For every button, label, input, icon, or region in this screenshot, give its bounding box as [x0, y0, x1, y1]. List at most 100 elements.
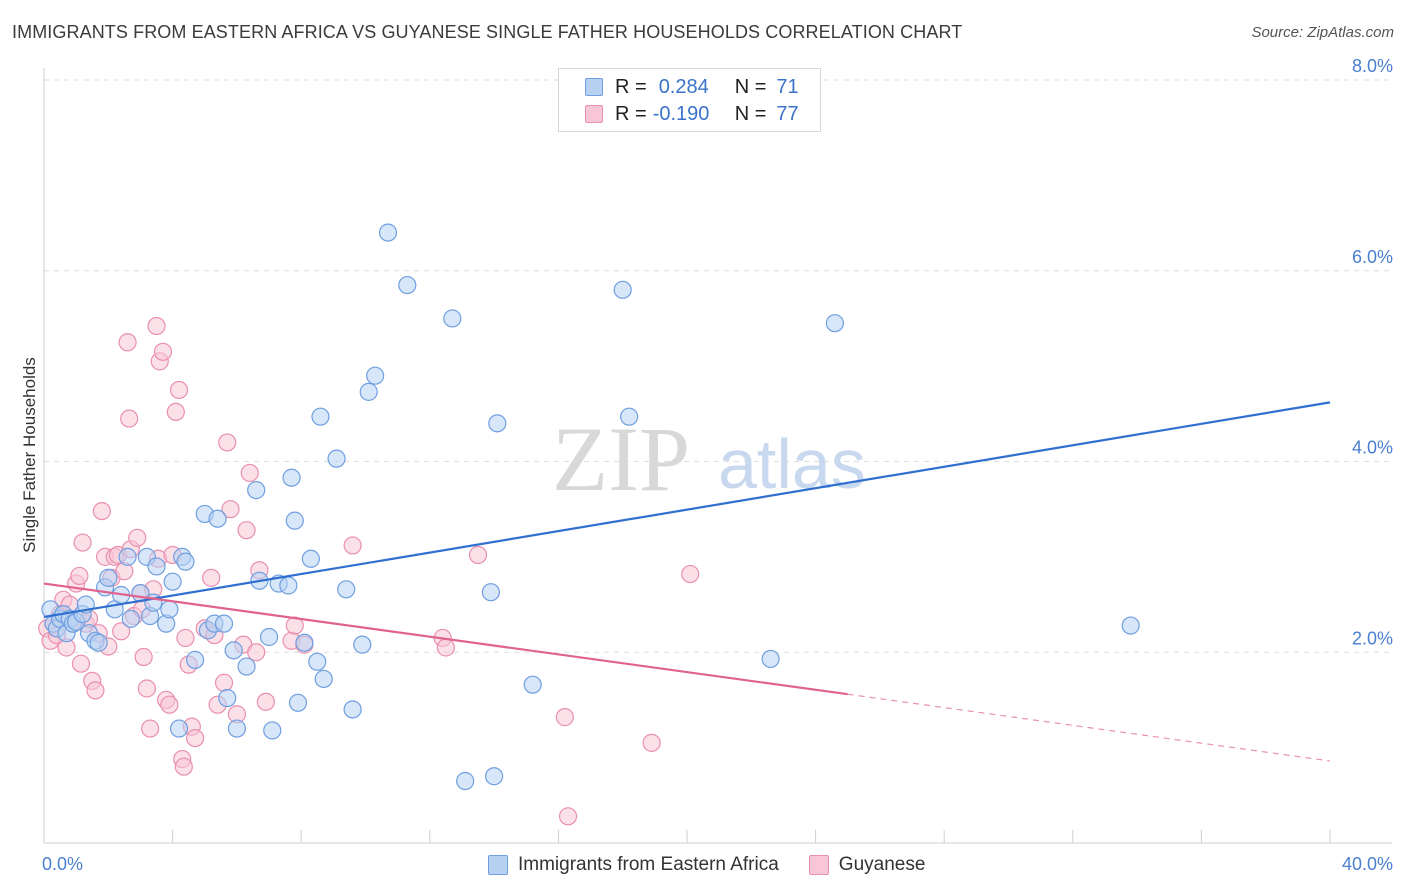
- eastern-africa-point: [169, 719, 189, 738]
- guyanese-point: [343, 536, 362, 555]
- eastern-africa-point: [456, 771, 475, 791]
- guyanese-point: [555, 708, 574, 727]
- pink-swatch: [808, 855, 829, 875]
- guyanese-point: [174, 757, 193, 776]
- eastern-africa-point: [227, 719, 246, 738]
- watermark: ZIP atlas: [552, 408, 866, 510]
- eastern-africa-point: [613, 280, 632, 299]
- guyanese-point: [73, 533, 92, 552]
- chart-title: IMMIGRANTS FROM EASTERN AFRICA VS GUYANE…: [12, 22, 963, 42]
- eastern-africa-point: [353, 635, 372, 654]
- x-tick-label: 0.0%: [42, 854, 83, 874]
- guyanese-point: [214, 673, 234, 692]
- series-legend: Immigrants from Eastern Africa Guyanese: [488, 852, 955, 878]
- guyanese-point: [247, 643, 266, 662]
- guyanese-point: [160, 695, 179, 714]
- eastern-africa-point: [488, 414, 507, 433]
- guyanese-point: [221, 500, 240, 519]
- eastern-africa-point: [359, 382, 378, 401]
- eastern-africa-point: [398, 275, 417, 295]
- eastern-africa-point: [761, 649, 780, 669]
- guyanese-point: [218, 433, 237, 452]
- eastern-africa-point: [163, 572, 182, 591]
- guyanese-point: [169, 380, 189, 400]
- eastern-africa-point: [295, 633, 314, 652]
- guyanese-trend-line: [43, 582, 848, 696]
- eastern-africa-point: [263, 721, 282, 740]
- legend-label: Immigrants from Eastern Africa: [518, 854, 779, 875]
- legend-label: Guyanese: [838, 854, 926, 875]
- eastern-africa-point: [285, 511, 304, 530]
- guyanese-point: [240, 463, 259, 483]
- y-axis-label: Single Father Households: [20, 357, 39, 553]
- eastern-africa-points: [41, 223, 1140, 791]
- eastern-africa-point: [825, 314, 844, 333]
- guyanese-point: [92, 501, 111, 521]
- guyanese-point: [120, 409, 139, 428]
- gridlines: [44, 79, 1392, 653]
- eastern-africa-point: [160, 600, 179, 619]
- watermark-atlas: atlas: [718, 425, 866, 503]
- guyanese-point: [140, 719, 160, 738]
- guyanese-point: [86, 681, 105, 700]
- eastern-africa-point: [237, 657, 256, 676]
- legend-n-label: N =: [734, 75, 767, 98]
- pink-swatch: [585, 105, 603, 123]
- guyanese-point: [436, 638, 455, 657]
- legend-n-value: 71: [776, 75, 799, 98]
- guyanese-point: [186, 728, 205, 748]
- eastern-africa-point: [481, 583, 500, 602]
- eastern-africa-point: [224, 641, 243, 660]
- eastern-africa-point: [208, 509, 227, 528]
- eastern-africa-point: [620, 407, 639, 426]
- guyanese-point: [176, 628, 195, 648]
- correlation-legend: R = 0.284 N = 71 R = -0.190 N = 77: [558, 68, 821, 132]
- guyanese-point: [681, 564, 700, 584]
- y-tick-label: 2.0%: [1352, 628, 1393, 648]
- eastern-africa-point: [176, 552, 195, 571]
- y-tick-label: 8.0%: [1352, 56, 1393, 76]
- guyanese-point: [256, 692, 275, 711]
- eastern-africa-point: [485, 767, 504, 786]
- eastern-africa-point: [301, 549, 320, 568]
- eastern-africa-point: [1121, 616, 1140, 635]
- eastern-africa-point: [279, 576, 298, 595]
- guyanese-point: [558, 807, 578, 826]
- eastern-africa-point: [121, 609, 140, 628]
- trend-lines: [43, 401, 1331, 762]
- eastern-africa-point: [147, 557, 166, 576]
- eastern-africa-point: [366, 366, 385, 385]
- guyanese-point: [237, 521, 256, 540]
- guyanese-point: [166, 402, 185, 422]
- guyanese-point: [468, 545, 488, 565]
- eastern-africa-point: [218, 688, 237, 708]
- eastern-africa-point: [214, 614, 234, 633]
- eastern-africa-point: [343, 700, 362, 719]
- legend-r-label: R =: [615, 75, 647, 98]
- blue-swatch: [585, 78, 603, 96]
- eastern-africa-point: [308, 652, 327, 671]
- legend-item-guyanese: Guyanese: [808, 854, 926, 876]
- eastern-africa-point: [99, 568, 118, 587]
- y-tick-label: 4.0%: [1352, 438, 1393, 458]
- legend-n-label: N =: [734, 102, 767, 125]
- eastern-africa-point: [186, 650, 205, 669]
- guyanese-point: [134, 647, 153, 667]
- guyanese-point: [147, 316, 166, 336]
- legend-r-value: 0.284: [658, 75, 709, 98]
- x-tick-label: 40.0%: [1342, 854, 1393, 874]
- eastern-africa-point: [327, 449, 346, 468]
- legend-r-value: -0.190: [652, 102, 710, 125]
- eastern-africa-point: [288, 693, 308, 712]
- eastern-africa-point: [118, 547, 137, 566]
- guyanese-point: [71, 654, 91, 673]
- eastern-africa-point: [89, 633, 108, 652]
- guyanese-point: [118, 333, 137, 352]
- eastern-africa-point: [259, 627, 279, 647]
- axes: [43, 68, 1392, 844]
- legend-row-guyanese: R = -0.190 N = 77: [585, 101, 799, 127]
- blue-swatch: [488, 855, 508, 875]
- eastern-africa-point: [443, 309, 462, 328]
- watermark-zip: ZIP: [552, 408, 690, 510]
